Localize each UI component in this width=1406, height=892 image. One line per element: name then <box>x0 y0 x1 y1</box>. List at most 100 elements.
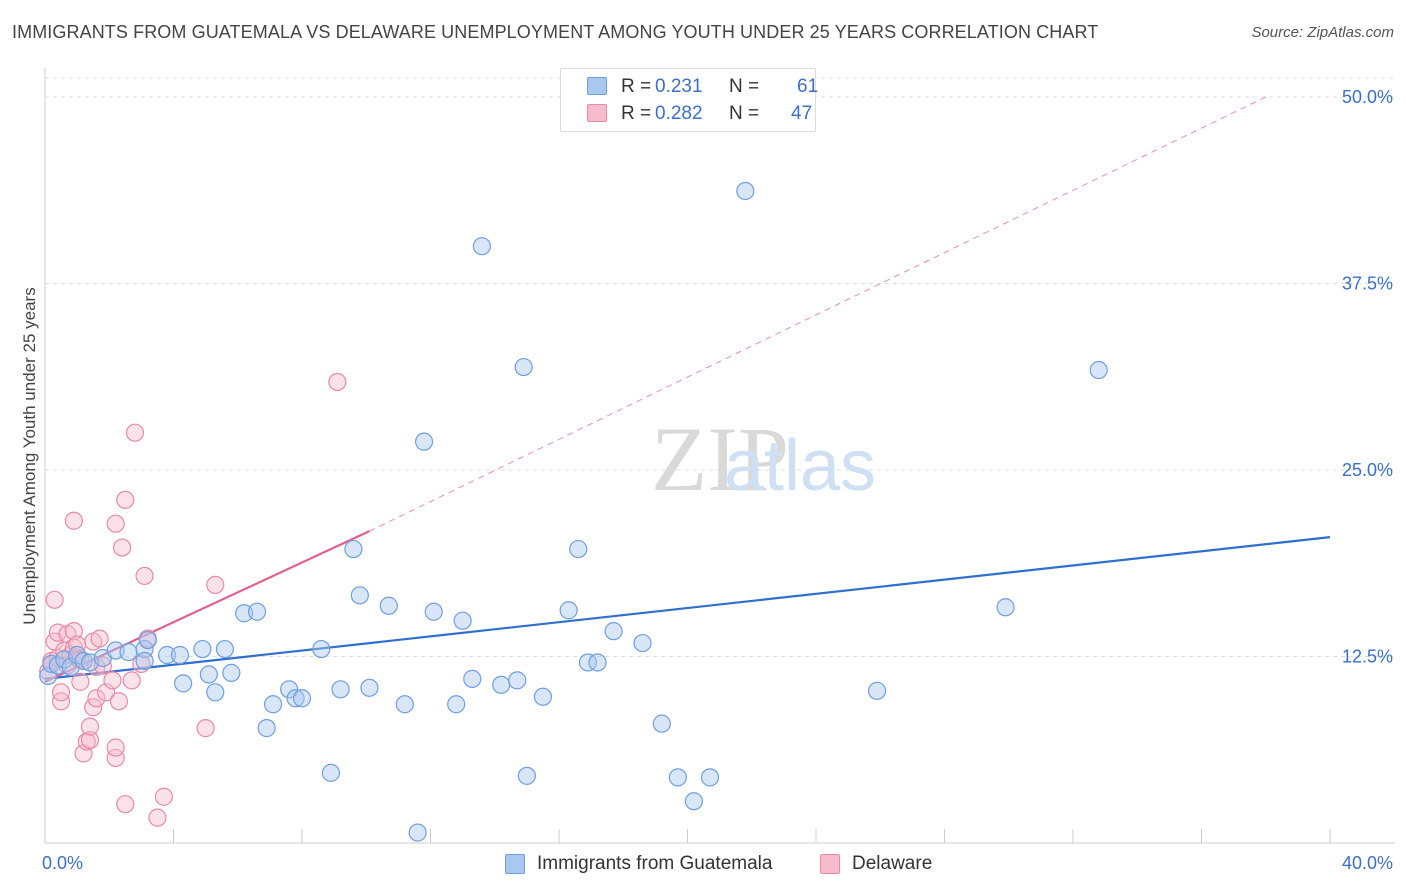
blue-data-point <box>588 653 607 672</box>
blue-trend-line <box>44 536 1331 680</box>
pink-data-point <box>51 683 71 702</box>
blue-data-point <box>424 602 443 621</box>
pink-trend-extension <box>369 96 1266 532</box>
blue-data-point <box>74 651 93 671</box>
pink-swatch <box>587 104 607 122</box>
blue-data-point <box>569 539 588 559</box>
pink-data-point <box>196 719 215 738</box>
n-label: N = <box>729 103 760 124</box>
pink-data-point <box>122 671 141 690</box>
pink-data-point <box>109 692 128 711</box>
blue-data-point <box>447 695 466 714</box>
blue-data-point <box>517 766 536 785</box>
blue-data-point <box>652 714 671 733</box>
blue-data-point <box>463 669 482 688</box>
pink-data-point <box>135 566 154 586</box>
blue-data-point <box>257 719 276 738</box>
r-value: 0.231 <box>655 76 703 97</box>
pink-data-point <box>132 654 151 674</box>
pink-data-point <box>64 622 84 641</box>
blue-data-point <box>514 357 533 377</box>
pink-data-point <box>103 671 122 690</box>
y-tick-label: 50.0% <box>1342 87 1393 107</box>
pink-data-point <box>116 795 135 814</box>
blue-data-point <box>247 602 267 621</box>
axis-layer <box>44 68 1395 844</box>
blue-data-point <box>135 651 154 671</box>
watermark-zip: ZIP <box>651 408 789 510</box>
pink-data-point <box>148 808 167 827</box>
blue-data-point <box>170 645 190 665</box>
blue-data-point <box>633 633 652 653</box>
blue-data-point <box>1089 360 1108 380</box>
blue-data-point <box>312 639 331 659</box>
pink-data-point <box>328 372 347 392</box>
pink-data-point <box>154 787 173 806</box>
blue-data-point <box>193 639 212 659</box>
pink-data-point <box>116 490 135 509</box>
blue-data-point <box>453 611 472 630</box>
chart-title: IMMIGRANTS FROM GUATEMALA VS DELAWARE UN… <box>12 22 1099 42</box>
pink-data-point <box>106 738 125 757</box>
blue-data-point <box>395 695 414 714</box>
pink-data-point <box>112 538 132 557</box>
blue-data-point <box>280 680 299 699</box>
legend-label: Delaware <box>852 853 933 874</box>
blue-data-point <box>321 763 341 782</box>
grid-layer <box>45 77 1395 657</box>
blue-data-point <box>604 622 623 641</box>
r-label: R = <box>621 103 652 124</box>
blue-data-point <box>533 687 553 706</box>
n-label: N = <box>729 76 760 97</box>
point-layer <box>39 181 1108 842</box>
blue-data-point <box>157 645 177 665</box>
blue-data-point <box>508 671 527 690</box>
pink-trend-line <box>44 530 370 683</box>
blue-data-point <box>222 663 241 683</box>
pink-swatch <box>820 854 840 874</box>
pink-data-point <box>90 629 109 648</box>
blue-data-point <box>360 678 379 697</box>
blue-data-point <box>684 792 704 811</box>
blue-data-point <box>119 642 138 662</box>
x-tick-label: 40.0% <box>1342 853 1393 873</box>
blue-data-point <box>668 768 687 787</box>
blue-data-point <box>492 675 511 694</box>
pink-data-point <box>106 748 125 768</box>
blue-swatch <box>587 77 607 95</box>
y-tick-label: 37.5% <box>1342 274 1393 294</box>
pink-data-point <box>45 590 64 609</box>
watermark-atlas: atlas <box>724 426 876 506</box>
blue-data-point <box>379 596 398 615</box>
blue-data-point <box>996 598 1015 617</box>
blue-data-point <box>472 237 491 256</box>
blue-data-point <box>292 689 312 708</box>
blue-data-point <box>867 681 887 700</box>
blue-data-point <box>286 689 305 708</box>
tick-layer: 12.5% 25.0% 37.5% 50.0% 0.0% 40.0% <box>42 87 1393 873</box>
blue-data-point <box>344 539 363 559</box>
blue-data-point <box>350 586 369 605</box>
stats-legend: R = 0.231 N = 61 R = 0.282 N = 47 <box>560 68 818 132</box>
r-label: R = <box>621 76 652 97</box>
y-tick-label: 12.5% <box>1342 647 1393 667</box>
y-axis-label: Unemployment Among Youth under 25 years <box>20 287 39 625</box>
pink-data-point <box>71 672 90 691</box>
blue-data-point <box>331 680 350 699</box>
pink-data-point <box>80 717 100 736</box>
blue-data-point <box>199 665 218 684</box>
pink-data-point <box>48 623 67 642</box>
blue-data-point <box>414 432 434 451</box>
blue-data-point <box>578 653 598 672</box>
pink-data-point <box>106 514 125 533</box>
blue-swatch <box>505 854 525 874</box>
blue-data-point <box>174 674 193 693</box>
blue-data-point <box>736 181 755 201</box>
blue-data-point <box>559 601 578 620</box>
blue-data-point <box>138 630 157 650</box>
pink-data-point <box>80 730 100 750</box>
pink-data-point <box>125 423 145 442</box>
blue-data-point <box>215 639 234 659</box>
x-tick-label: 0.0% <box>42 853 83 873</box>
